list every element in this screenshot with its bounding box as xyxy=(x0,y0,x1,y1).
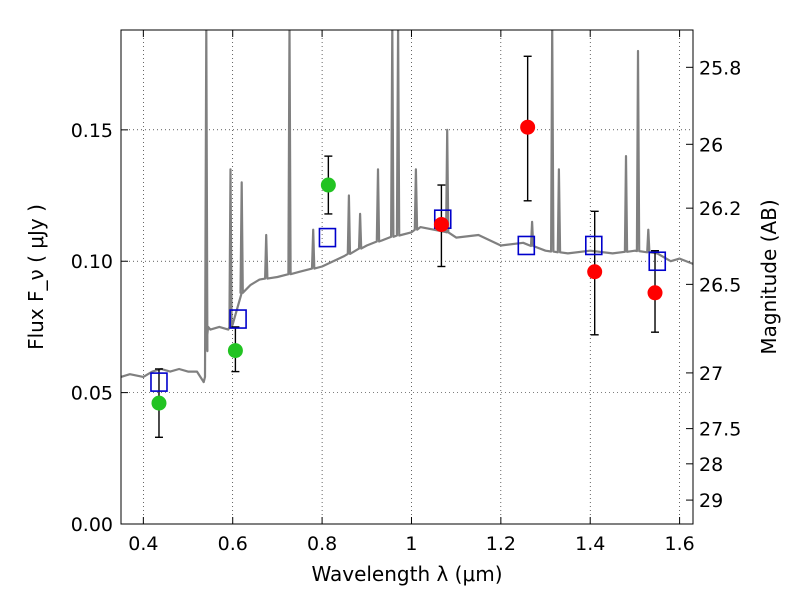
right-tick-label: 25.8 xyxy=(699,57,741,79)
right-tick-label: 27 xyxy=(699,363,723,385)
x-tick-label: 1.2 xyxy=(486,533,516,555)
model-flux-box xyxy=(517,235,536,256)
grid xyxy=(121,30,693,524)
green-flux-point xyxy=(227,343,243,359)
model-flux-box xyxy=(584,235,603,256)
right-tick-label: 26.5 xyxy=(699,274,741,296)
x-tick-label: 0.6 xyxy=(218,533,248,555)
spectrum-line xyxy=(121,30,693,384)
model-fluxes xyxy=(150,209,667,392)
x-tick-label: 0.4 xyxy=(128,533,158,555)
model-flux-box xyxy=(229,309,247,329)
x-tick-label: 1 xyxy=(405,533,417,555)
x-tick-label: 1.4 xyxy=(575,533,605,555)
y-tick-label: 0.05 xyxy=(71,383,113,405)
y-tick-label: 0.00 xyxy=(71,514,113,536)
red-flux-point xyxy=(647,285,663,301)
green-flux-point xyxy=(151,395,167,411)
right-axis-label: Magnitude (AB) xyxy=(757,199,781,354)
red-flux-point xyxy=(433,216,449,232)
y-axis-label: Flux F_ν ( μJy ) xyxy=(24,204,48,350)
green-flux-point xyxy=(320,177,336,193)
y-tick-label: 0.15 xyxy=(71,120,113,142)
plot-frame xyxy=(120,29,694,525)
model-spectrum xyxy=(121,30,693,384)
red-flux-point xyxy=(587,264,603,280)
model-flux-box xyxy=(150,372,168,392)
observed-points xyxy=(151,119,663,411)
model-flux-box xyxy=(648,251,667,272)
right-tick-label: 26 xyxy=(699,134,723,156)
right-tick-label: 28 xyxy=(699,454,723,476)
red-flux-point xyxy=(520,119,536,135)
right-tick-label: 27.5 xyxy=(699,419,741,441)
model-flux-box xyxy=(318,227,337,248)
right-tick-label: 26.2 xyxy=(699,198,741,220)
y-tick-label: 0.10 xyxy=(71,251,113,273)
x-tick-label: 1.6 xyxy=(664,533,694,555)
x-axis-label: Wavelength λ (μm) xyxy=(311,562,502,586)
x-tick-label: 0.8 xyxy=(307,533,337,555)
axis-ticks: 0.4 0.6 0.8 1 1.2 1.4 1.6 0.00 0.05 0.10 0.15 25.8 2… xyxy=(71,30,741,555)
right-tick-label: 29 xyxy=(699,490,723,512)
